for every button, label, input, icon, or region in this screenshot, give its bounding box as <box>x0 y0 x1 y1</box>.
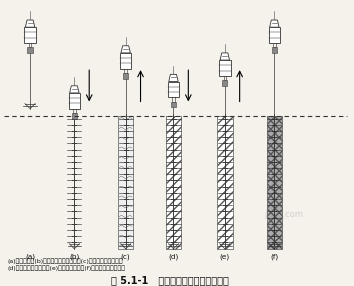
Bar <box>217 116 233 249</box>
Bar <box>69 93 80 109</box>
Bar <box>27 47 33 53</box>
Text: (f): (f) <box>270 253 278 260</box>
Polygon shape <box>220 53 229 60</box>
Polygon shape <box>70 86 79 93</box>
Text: (a): (a) <box>25 253 35 260</box>
Text: (d): (d) <box>169 253 178 260</box>
Text: (b): (b) <box>69 253 79 260</box>
Bar <box>168 82 179 97</box>
Bar <box>219 60 230 76</box>
Text: (d)原位重复搞拌下沉；(e)提升喂浆搞拌；(f)搞拌完毕形成加固体: (d)原位重复搞拌下沉；(e)提升喂浆搞拌；(f)搞拌完毕形成加固体 <box>7 265 125 271</box>
Text: (c): (c) <box>121 253 131 260</box>
Bar <box>269 27 280 43</box>
Bar <box>166 116 181 249</box>
Bar <box>118 116 133 249</box>
Bar <box>272 47 277 53</box>
Polygon shape <box>169 74 178 82</box>
Polygon shape <box>25 20 35 27</box>
Polygon shape <box>270 20 279 27</box>
Text: 图 5.1-1   水泥搞拌桦施工程序示意图: 图 5.1-1 水泥搞拌桦施工程序示意图 <box>111 275 229 285</box>
Text: (a)定位下沉；(b)沉入到设计要求深度；(c)第一次提升喂浆搞拌: (a)定位下沉；(b)沉入到设计要求深度；(c)第一次提升喂浆搞拌 <box>7 258 123 264</box>
Bar <box>120 53 131 69</box>
Bar <box>123 73 129 79</box>
Bar <box>171 102 176 107</box>
Polygon shape <box>121 46 130 53</box>
Bar <box>222 80 228 86</box>
Text: jzxzl.com: jzxzl.com <box>264 210 303 219</box>
Text: (e): (e) <box>220 253 230 260</box>
Bar <box>267 116 282 249</box>
Bar <box>72 113 77 119</box>
Bar <box>24 27 36 43</box>
